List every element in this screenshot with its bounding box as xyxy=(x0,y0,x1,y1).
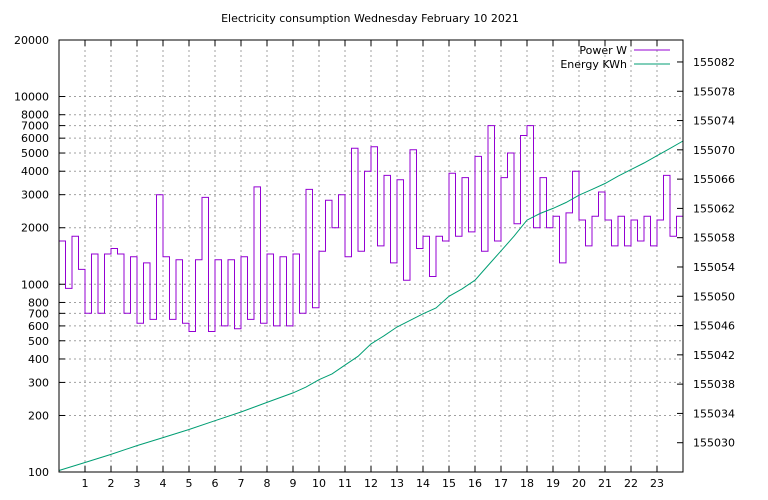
x-tick-label: 19 xyxy=(546,477,560,490)
y-tick-label: 200 xyxy=(28,409,49,422)
y-tick-label: 3000 xyxy=(21,189,49,202)
y2-tick-label: 155034 xyxy=(693,407,735,420)
y-tick-label: 300 xyxy=(28,376,49,389)
legend-power-w-label: Power W xyxy=(579,44,627,57)
x-tick-label: 17 xyxy=(494,477,508,490)
x-tick-label: 11 xyxy=(338,477,352,490)
y-tick-label: 6000 xyxy=(21,132,49,145)
y-tick-label: 8000 xyxy=(21,109,49,122)
grid xyxy=(59,39,683,473)
legend-energy-kwh-label: Energy KWh xyxy=(560,58,627,71)
x-tick-label: 22 xyxy=(624,477,638,490)
x-tick-label: 6 xyxy=(212,477,219,490)
y-tick-label: 800 xyxy=(28,296,49,309)
x-tick-label: 4 xyxy=(160,477,167,490)
y2-tick-label: 155058 xyxy=(693,232,735,245)
x-tick-label: 5 xyxy=(186,477,193,490)
chart-title: Electricity consumption Wednesday Februa… xyxy=(221,12,519,25)
x-tick-label: 18 xyxy=(520,477,534,490)
series-line-power-w xyxy=(59,125,684,332)
x-tick-label: 13 xyxy=(390,477,404,490)
y2-tick-label: 155050 xyxy=(693,290,735,303)
x-tick-label: 7 xyxy=(238,477,245,490)
plot-frame xyxy=(58,39,684,473)
x-tick-label: 2 xyxy=(108,477,115,490)
y-tick-label: 7000 xyxy=(21,120,49,133)
y2-tick-label: 155030 xyxy=(693,437,735,450)
x-tick-label: 16 xyxy=(468,477,482,490)
y2-tick-label: 155054 xyxy=(693,261,735,274)
x-tick-label: 8 xyxy=(264,477,271,490)
x-tick-label: 14 xyxy=(416,477,430,490)
x-tick-label: 20 xyxy=(572,477,586,490)
y2-tick-label: 155066 xyxy=(693,173,735,186)
x-tick-label: 23 xyxy=(650,477,664,490)
series-layer xyxy=(58,125,684,471)
y-tick-label: 20000 xyxy=(14,34,49,47)
series-line-energy-kwh xyxy=(58,140,684,471)
x-tick-label: 10 xyxy=(312,477,326,490)
y2-tick-label: 155074 xyxy=(693,115,735,128)
y2-tick-label: 155082 xyxy=(693,56,735,69)
y2-tick-label: 155046 xyxy=(693,320,735,333)
y-tick-label: 4000 xyxy=(21,165,49,178)
y-tick-label: 5000 xyxy=(21,147,49,160)
y-tick-label: 700 xyxy=(28,307,49,320)
x-tick-label: 3 xyxy=(134,477,141,490)
y-tick-label: 1000 xyxy=(21,278,49,291)
y2-tick-label: 155062 xyxy=(693,202,735,215)
y-tick-label: 10000 xyxy=(14,91,49,104)
axes: 1 2 3 4 5 6 7 8 9 10 11 12 13 14 15 16 17 18 19 20 21 22 23100… xyxy=(14,34,735,490)
legend: Power W Energy KWh xyxy=(560,44,670,71)
y-tick-label: 500 xyxy=(28,335,49,348)
x-tick-label: 9 xyxy=(290,477,297,490)
y2-tick-label: 155078 xyxy=(693,85,735,98)
y-tick-label: 400 xyxy=(28,353,49,366)
x-tick-label: 1 xyxy=(82,477,89,490)
y2-tick-label: 155038 xyxy=(693,378,735,391)
x-tick-label: 15 xyxy=(442,477,456,490)
y-tick-label: 600 xyxy=(28,320,49,333)
x-tick-label: 12 xyxy=(364,477,378,490)
y-tick-label: 2000 xyxy=(21,222,49,235)
y-tick-label: 100 xyxy=(28,466,49,479)
y2-tick-label: 155070 xyxy=(693,144,735,157)
x-tick-label: 21 xyxy=(598,477,612,490)
y2-tick-label: 155042 xyxy=(693,349,735,362)
